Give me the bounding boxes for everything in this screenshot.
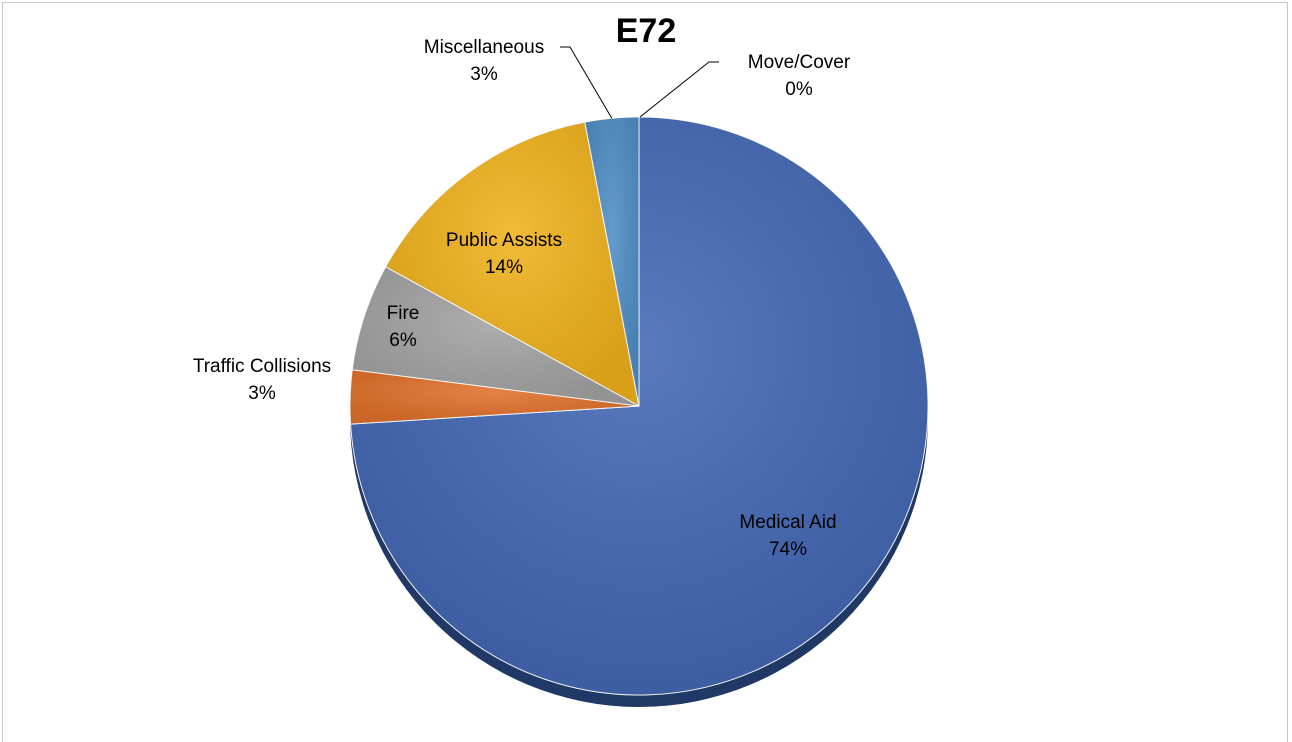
leader-move-cover <box>639 61 719 118</box>
slice-labels: Medical Aid 74% Traffic Collisions 3% Fire 6%… <box>193 37 851 560</box>
slice-shade-traffic-collisions <box>350 369 639 425</box>
chart-title: E72 <box>615 12 677 50</box>
label-move-cover-name: Move/Cover <box>748 52 851 73</box>
label-traffic-collisions-percent: 3% <box>248 383 276 404</box>
leader-miscellaneous <box>560 46 613 119</box>
label-public-assists-name: Public Assists <box>446 230 562 251</box>
slice-shade-public-assists <box>385 122 639 406</box>
slice-shade-miscellaneous <box>584 117 639 406</box>
label-move-cover-percent: 0% <box>785 79 813 100</box>
label-traffic-collisions-name: Traffic Collisions <box>193 356 331 377</box>
label-medical-aid-percent: 74% <box>769 539 807 560</box>
label-miscellaneous-percent: 3% <box>470 64 498 85</box>
label-fire-percent: 6% <box>389 330 417 351</box>
pie-slices <box>349 116 929 696</box>
leader-lines <box>560 46 719 119</box>
label-public-assists-percent: 14% <box>485 257 523 278</box>
slice-shade-fire <box>352 266 639 406</box>
label-medical-aid-name: Medical Aid <box>739 512 836 533</box>
label-miscellaneous-name: Miscellaneous <box>424 37 544 58</box>
label-fire-name: Fire <box>387 303 420 324</box>
